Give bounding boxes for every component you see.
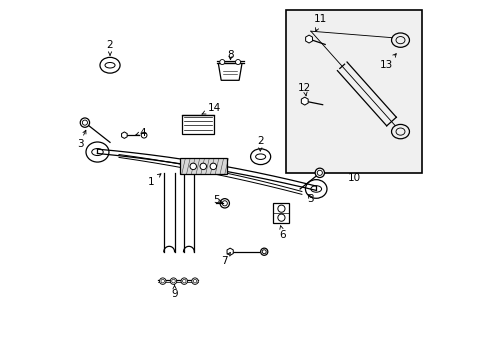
- Circle shape: [260, 248, 267, 255]
- Circle shape: [210, 163, 216, 170]
- Circle shape: [200, 163, 206, 170]
- Bar: [182, 115, 214, 134]
- Text: 9: 9: [171, 289, 178, 300]
- Circle shape: [314, 168, 324, 177]
- Polygon shape: [305, 35, 312, 43]
- Text: 12: 12: [298, 83, 311, 96]
- Bar: [180, 158, 226, 174]
- Circle shape: [181, 278, 187, 284]
- Text: 3: 3: [77, 139, 83, 149]
- Polygon shape: [301, 97, 307, 105]
- Text: 11: 11: [313, 14, 326, 31]
- Text: 7: 7: [221, 252, 230, 266]
- Circle shape: [190, 163, 196, 170]
- Text: 2: 2: [106, 40, 113, 50]
- Circle shape: [219, 59, 224, 64]
- Ellipse shape: [391, 125, 408, 139]
- Polygon shape: [122, 132, 127, 138]
- Ellipse shape: [391, 33, 408, 47]
- Text: 3: 3: [307, 194, 313, 204]
- Text: 13: 13: [379, 54, 395, 70]
- Circle shape: [235, 59, 240, 64]
- Circle shape: [220, 199, 229, 208]
- Text: 5: 5: [213, 195, 222, 206]
- Text: 14: 14: [202, 103, 220, 114]
- Circle shape: [277, 205, 285, 212]
- Bar: [285, 10, 421, 173]
- Text: 6: 6: [279, 226, 285, 239]
- Text: 10: 10: [346, 173, 360, 183]
- Text: 4: 4: [136, 128, 145, 138]
- Circle shape: [170, 278, 176, 284]
- Text: 8: 8: [227, 50, 233, 60]
- Circle shape: [277, 214, 285, 221]
- Circle shape: [191, 278, 198, 284]
- Text: 2: 2: [256, 136, 263, 145]
- Circle shape: [80, 118, 89, 127]
- Polygon shape: [226, 248, 233, 255]
- Circle shape: [141, 132, 147, 138]
- Circle shape: [159, 278, 165, 284]
- Text: 1: 1: [148, 174, 161, 187]
